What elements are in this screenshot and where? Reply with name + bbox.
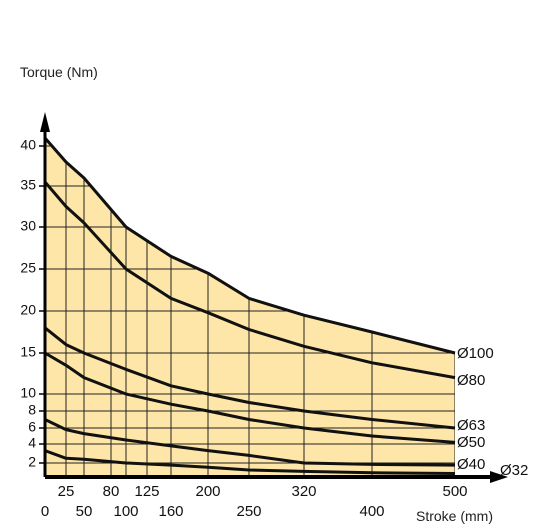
y-tick-label-20: 20	[20, 302, 36, 318]
series-label-Ø32: Ø32	[500, 462, 528, 479]
y-tick-label-25: 25	[20, 260, 36, 276]
x-tick-label-500: 500	[442, 483, 467, 500]
y-tick-label-15: 15	[20, 344, 36, 360]
x-tick-label-125: 125	[134, 483, 159, 500]
chart-fill-area	[45, 138, 455, 477]
x-tick-label-80: 80	[103, 483, 120, 500]
x-tick-label-100: 100	[113, 503, 138, 520]
x-tick-label-200: 200	[195, 483, 220, 500]
series-line-Ø40	[44, 418, 456, 467]
x-tick-label-50: 50	[76, 503, 93, 520]
y-tick-label-40: 40	[20, 137, 36, 153]
y-axis-title: Torque (Nm)	[20, 64, 98, 80]
x-tick-label-250: 250	[236, 503, 261, 520]
series-label-Ø100: Ø100	[457, 345, 494, 362]
series-line-Ø80	[43, 181, 456, 380]
series-label-Ø80: Ø80	[457, 372, 485, 389]
series-label-Ø50: Ø50	[457, 434, 485, 451]
series-line-Ø32	[44, 449, 456, 475]
x-axis-title: Stroke (mm)	[416, 508, 493, 524]
series-line-Ø50	[44, 351, 456, 444]
x-tick-label-320: 320	[291, 483, 316, 500]
y-tick-label-6: 6	[28, 419, 36, 435]
series-line-Ø100	[43, 137, 456, 355]
y-tick-label-2: 2	[28, 454, 36, 470]
x-tick-label-0: 0	[41, 503, 49, 520]
y-tick-label-4: 4	[28, 435, 36, 451]
y-tick-label-10: 10	[20, 385, 36, 401]
y-tick-label-30: 30	[20, 218, 36, 234]
y-tick-label-35: 35	[20, 177, 36, 193]
x-tick-label-25: 25	[58, 483, 75, 500]
x-tick-label-160: 160	[158, 503, 183, 520]
series-label-Ø40: Ø40	[457, 456, 485, 473]
y-tick-label-8: 8	[28, 402, 36, 418]
x-tick-label-400: 400	[359, 503, 384, 520]
series-line-Ø63	[44, 326, 456, 430]
y-axis-arrow	[40, 112, 50, 132]
series-label-Ø63: Ø63	[457, 417, 485, 434]
x-axis-arrow	[490, 471, 508, 483]
